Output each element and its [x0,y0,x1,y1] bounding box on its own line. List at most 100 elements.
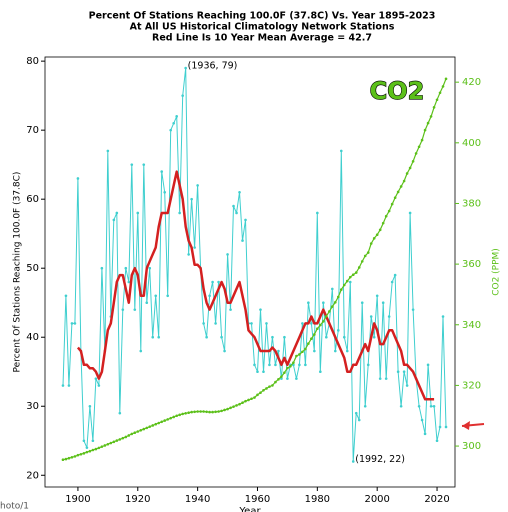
series-point [357,266,361,269]
y-tick-label: 30 [26,401,39,412]
series-point [88,449,92,453]
series-point [396,370,400,374]
series-point [190,410,193,414]
series-point [351,273,355,277]
y-tick-label: 60 [26,194,39,205]
series-point [384,214,388,218]
series-point [429,115,433,118]
series-point [283,371,286,374]
series-point [307,342,310,345]
series-point [387,315,391,318]
series-point [271,384,274,387]
series-point [64,294,68,298]
series-point [148,266,152,270]
series-point [393,273,397,277]
series-point [94,377,98,380]
series-point [333,349,337,353]
series-point [199,410,202,413]
series-point [148,425,152,428]
series-point [342,283,346,287]
series-point [118,438,122,441]
series-point [354,411,358,415]
series-point [214,410,217,414]
series-point [357,418,361,422]
series-point [220,409,223,413]
series-point [369,315,373,318]
series-point [444,425,448,429]
series-point [348,275,352,279]
series-point [202,322,205,325]
series-point [127,280,131,284]
series-point [73,322,77,325]
chart-title: At All US Historical Climatology Network… [130,22,395,33]
series-point [277,378,280,381]
series-point [124,435,128,439]
y-tick-label: 80 [26,56,39,67]
series-point [169,128,172,132]
annotation: (1992, 22) [355,454,405,465]
series-point [151,424,155,427]
series-point [336,295,340,299]
series-point [322,320,325,323]
plot-frame [44,56,456,488]
series-point [319,370,322,374]
series-point [97,384,101,387]
y2-tick-label: 420 [462,77,481,88]
series-point [241,239,244,242]
series-point [274,363,277,367]
series-point [121,436,125,440]
series-point [399,185,403,188]
series-point [262,370,265,374]
series-point [402,179,406,183]
y2-tick-label: 320 [462,380,481,391]
series-point [181,412,184,416]
series-point [193,246,196,249]
series-point [154,294,158,298]
series-point [316,327,319,331]
series-point [336,329,340,332]
series-point [390,202,394,206]
series-point [381,221,385,225]
chart-title: Percent Of Stations Reaching 100.0F (37.… [89,11,436,22]
y-tick-label: 70 [26,125,39,136]
series-point [244,218,247,222]
series-point [426,363,430,367]
series-point [145,301,149,305]
series-point [226,407,229,411]
series-point [103,444,107,447]
series-point [79,452,83,456]
series-point [372,335,376,339]
series-point [280,377,283,380]
series-point [205,335,208,339]
series-point [360,260,364,263]
series-point [372,237,376,240]
series-point [325,335,328,339]
series-point [351,460,355,463]
series-point [405,384,409,387]
series-point [76,453,80,457]
y2-tick-label: 380 [462,198,481,209]
series-point [274,380,277,384]
series-point [244,399,247,403]
series-point [151,335,155,339]
series-point [229,406,232,410]
series-point [375,294,379,298]
series-point [217,410,220,413]
y2-tick-label: 400 [462,138,481,149]
series-point [133,308,137,311]
series-point [250,322,253,325]
series-line [76,170,435,401]
series-point [280,375,283,378]
series-point [208,294,211,298]
series-point [423,432,427,436]
series-point [130,163,134,166]
series-point [411,160,415,163]
series-point [301,350,304,354]
arrow-head [462,421,470,430]
series-point [157,421,161,425]
series-point [265,387,268,390]
series-point [61,384,65,387]
series-point [73,455,77,458]
series-point [405,172,409,175]
